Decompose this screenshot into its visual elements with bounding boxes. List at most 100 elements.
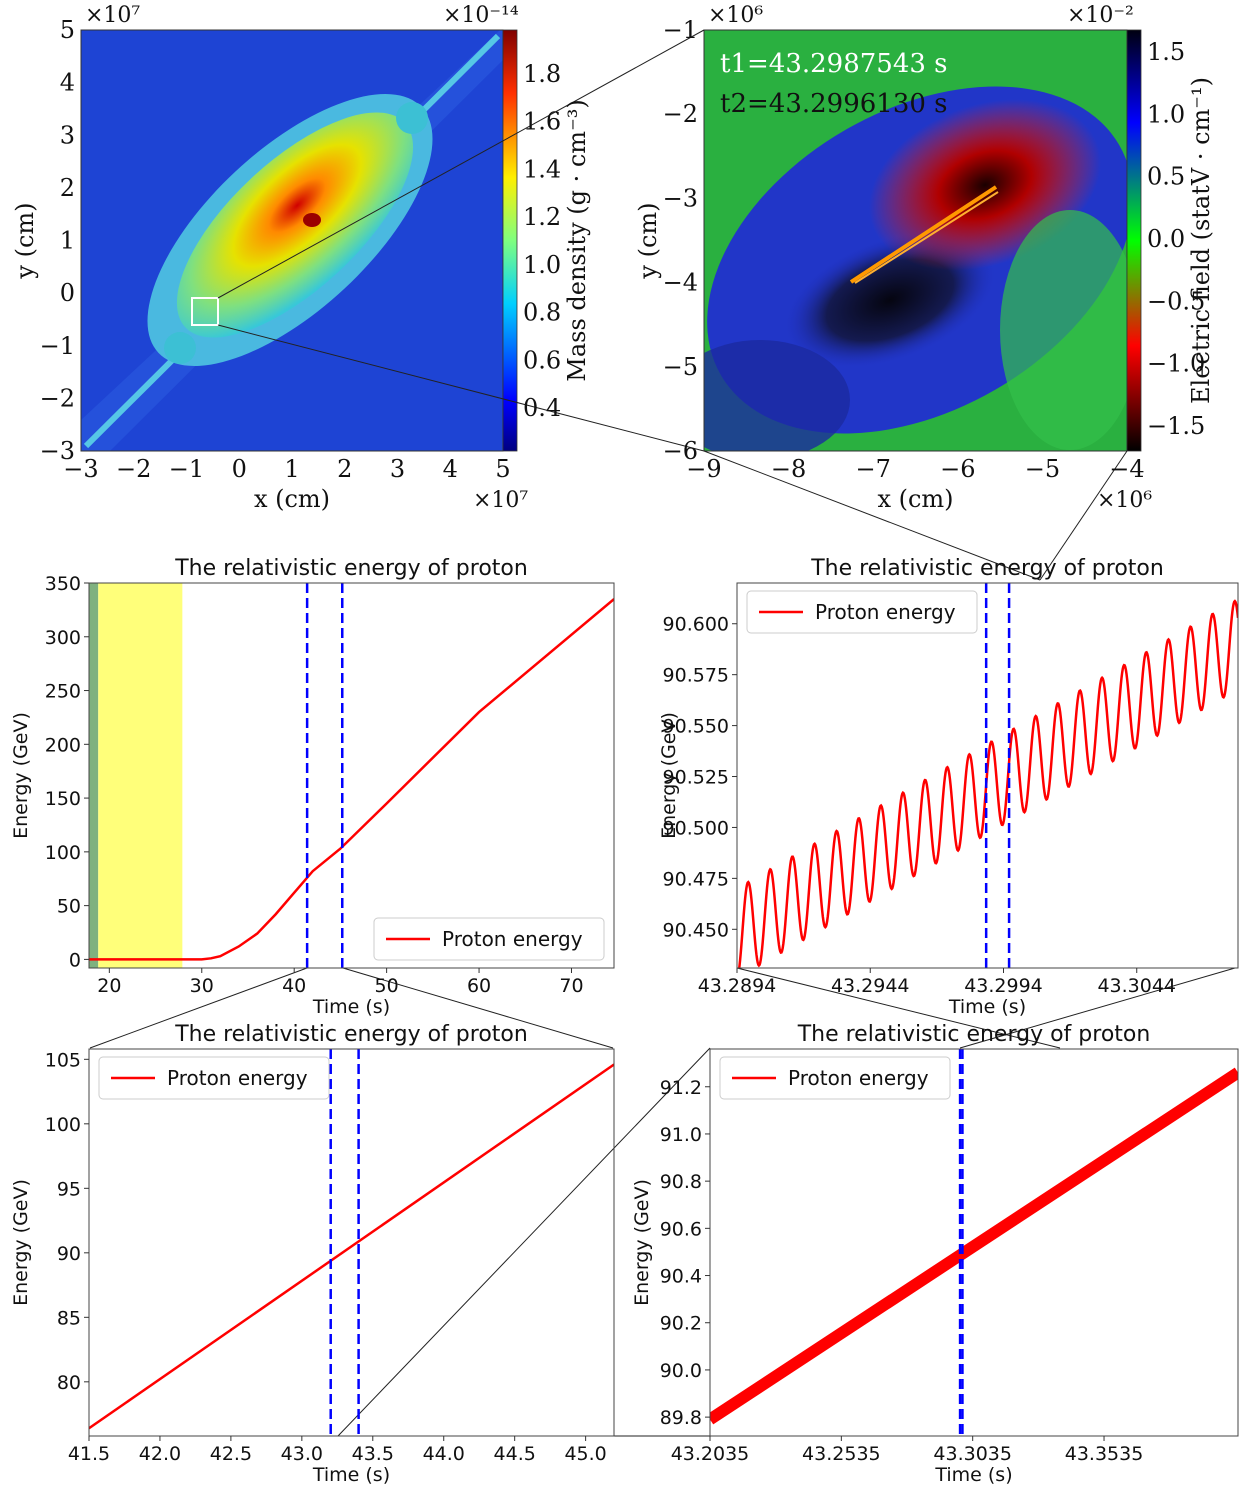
mass-density-panel <box>80 29 518 452</box>
ytick-label: 90.8 <box>660 1171 702 1193</box>
plot-title: The relativistic energy of proton <box>174 1022 528 1047</box>
ytick-label: 85 <box>57 1307 81 1329</box>
electric-field-panel <box>703 29 1142 452</box>
plot-title: The relativistic energy of proton <box>174 556 528 581</box>
efield-map-cbar-tick: −0.5 <box>1147 287 1205 315</box>
ytick-label: 50 <box>57 896 81 918</box>
ytick-label: 90.600 <box>663 614 729 636</box>
legend: Proton energy <box>373 917 605 961</box>
trajectory-line <box>849 185 998 284</box>
efield-map-xtick: −5 <box>1025 455 1060 483</box>
proton-energy-line <box>89 598 614 961</box>
mass-map-ytick: 3 <box>60 121 75 149</box>
y-axis-label: Energy (GeV) <box>10 1179 32 1306</box>
efield-map-cbar-tick: 1.5 <box>1147 38 1185 66</box>
efield-map-xtick: −9 <box>686 455 721 483</box>
legend: Proton energy <box>746 590 978 634</box>
proton-energy-line <box>710 1067 1238 1425</box>
energy-plot-3: 41.5 42.0 42.5 43.0 43.5 44.0 44.5 45.0 80 85 90 95… <box>10 1022 615 1486</box>
efield-map-cbar-tick: 1.0 <box>1147 100 1185 128</box>
plot-frame <box>709 1048 1239 1437</box>
plot-title: The relativistic energy of proton <box>810 556 1164 581</box>
ytick-label: 90.4 <box>660 1266 702 1288</box>
mass-map-xtick: 3 <box>390 455 405 483</box>
efield-map-ylabel: y (cm) <box>634 202 662 279</box>
xtick-label: 42.0 <box>139 1443 181 1465</box>
shaded-region <box>98 583 183 968</box>
mass-map-ytick: 2 <box>60 174 75 202</box>
efield-map-ytick: −2 <box>663 100 698 128</box>
xtick-label: 43.3035 <box>933 1443 1012 1465</box>
xtick-label: 43.3044 <box>1097 975 1176 997</box>
ytick-label: 105 <box>45 1049 81 1071</box>
ytick-label: 250 <box>45 681 81 703</box>
xtick-label: 42.5 <box>210 1443 252 1465</box>
efield-map-cbar-tick: −1.0 <box>1147 350 1205 378</box>
xtick-label: 40 <box>282 975 306 997</box>
ytick-label: 200 <box>45 734 81 756</box>
mass-map-ylabel: y (cm) <box>11 202 39 279</box>
x-axis-label: Time (s) <box>934 1464 1012 1486</box>
xtick-label: 44.0 <box>423 1443 465 1465</box>
y-axis-label: Energy (GeV) <box>658 712 680 839</box>
mass-map-ytick: 4 <box>60 69 75 97</box>
efield-map-xtick: −6 <box>940 455 975 483</box>
mass-map-xtick: 4 <box>443 455 458 483</box>
efield-map-ytick: −5 <box>663 353 698 381</box>
mass-map-cbar-tick: 1.6 <box>523 108 561 136</box>
mass-map-cbar-tick: 0.8 <box>523 299 561 327</box>
efield-map-ytick: −6 <box>663 437 698 465</box>
mass-map-ytick: −1 <box>40 332 75 360</box>
mass-map-ytick: 0 <box>60 279 75 307</box>
mass-map-cbar-exponent: ×10⁻¹⁴ <box>443 3 519 28</box>
mass-map-xlabel: x (cm) <box>254 485 330 513</box>
energy-plot-4: 43.2035 43.2535 43.3035 43.3535 89.8 90.0 90.2… <box>631 1022 1239 1486</box>
xtick-label: 41.5 <box>68 1443 110 1465</box>
ytick-label: 90.500 <box>663 817 729 839</box>
efield-map-y-exponent: ×10⁶ <box>708 3 763 28</box>
ytick-label: 100 <box>45 842 81 864</box>
ytick-label: 80 <box>57 1372 81 1394</box>
energy-plot-2: 43.2894 43.2944 43.2994 43.3044 90.450 90.475… <box>658 556 1239 1018</box>
plot-frame <box>88 1048 615 1437</box>
proton-energy-line <box>89 1063 614 1430</box>
xtick-label: 70 <box>559 975 583 997</box>
ytick-label: 91.2 <box>660 1077 702 1099</box>
mass-map-xtick: 0 <box>232 455 247 483</box>
legend-label: Proton energy <box>442 927 583 951</box>
mass-colorbar <box>502 29 518 452</box>
ytick-label: 91.0 <box>660 1124 702 1146</box>
x-axis-label: Time (s) <box>948 996 1026 1018</box>
xtick-label: 43.2994 <box>964 975 1043 997</box>
mass-map-cbar-tick: 1.0 <box>523 251 561 279</box>
xtick-label: 30 <box>190 975 214 997</box>
efield-map-xlabel: x (cm) <box>877 485 953 513</box>
mass-map-y-exponent: ×10⁷ <box>85 3 140 28</box>
mass-map-cbar-tick: 1.8 <box>523 60 561 88</box>
efield-map-ytick: −3 <box>663 184 698 212</box>
ytick-label: 90.2 <box>660 1313 702 1335</box>
mass-map-xtick: −1 <box>169 455 204 483</box>
ytick-label: 300 <box>45 627 81 649</box>
legend-label: Proton energy <box>167 1066 308 1090</box>
plot-frame <box>736 582 1239 969</box>
ytick-label: 90.550 <box>663 716 729 738</box>
legend-label: Proton energy <box>815 600 956 624</box>
proton-energy-line <box>737 599 1238 968</box>
xtick-label: 45.0 <box>564 1443 606 1465</box>
ytick-label: 90 <box>57 1243 81 1265</box>
ytick-label: 90.575 <box>663 665 729 687</box>
ytick-label: 90.525 <box>663 767 729 789</box>
xtick-label: 50 <box>375 975 399 997</box>
energy-plot-1: 20 30 40 50 60 70 0 50 100 150 200 250 300 350 The rel… <box>10 556 615 1018</box>
plot-title: The relativistic energy of proton <box>797 1022 1151 1047</box>
efield-colorbar <box>1126 29 1142 452</box>
y-axis-label: Energy (GeV) <box>10 712 32 839</box>
ytick-label: 90.0 <box>660 1360 702 1382</box>
mass-map-xtick: −2 <box>116 455 151 483</box>
ytick-label: 0 <box>69 949 81 971</box>
xtick-label: 20 <box>97 975 121 997</box>
mass-map-cbar-tick: 0.4 <box>523 394 561 422</box>
efield-map-x-exponent: ×10⁶ <box>1097 488 1152 513</box>
mass-map-xtick: 5 <box>495 455 510 483</box>
